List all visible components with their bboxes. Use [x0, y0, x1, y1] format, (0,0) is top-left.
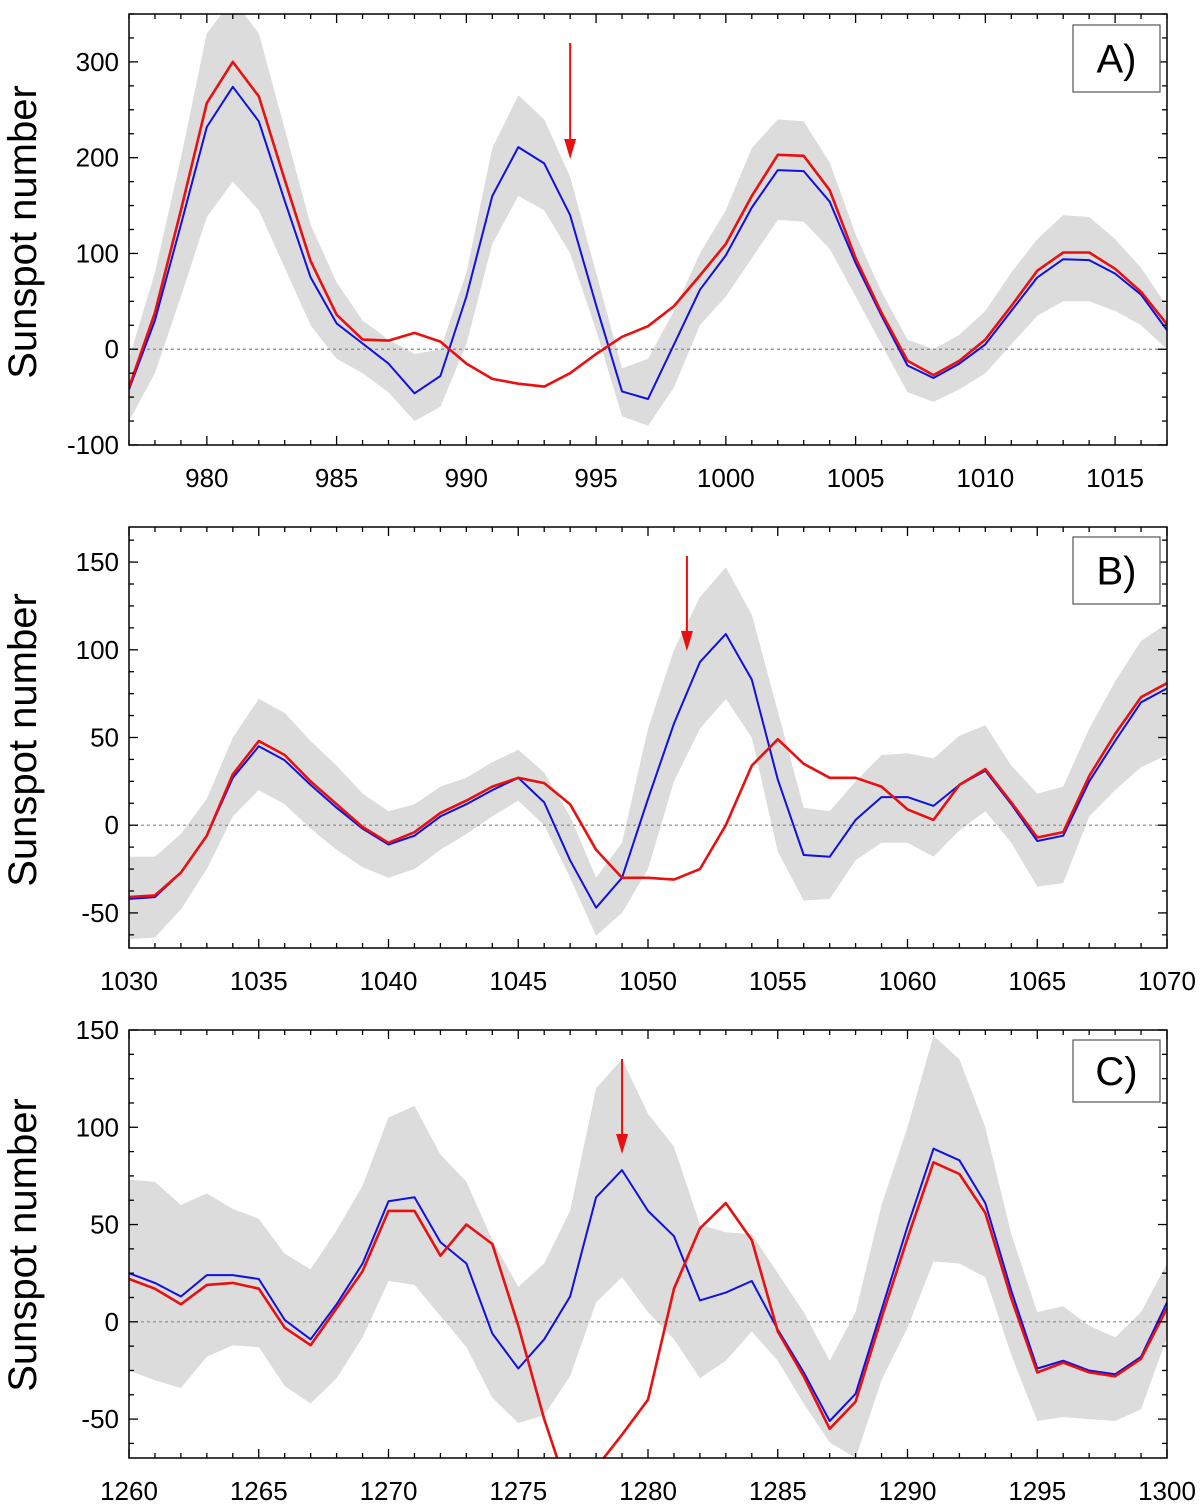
x-tick-label: 1275	[489, 1476, 547, 1506]
y-tick-label: 100	[76, 1112, 119, 1142]
y-tick-label: 150	[76, 547, 119, 577]
x-tick-label: 1035	[230, 966, 288, 996]
arrow-head	[564, 139, 577, 159]
x-tick-label: 1290	[879, 1476, 937, 1506]
y-tick-label: 100	[76, 238, 119, 268]
x-tick-label: 990	[445, 463, 488, 493]
y-axis-title: Sunspot number	[1, 593, 45, 887]
x-tick-label: 1300	[1138, 1476, 1196, 1506]
chart-panel-b: 1030 1035 1040 1045 1050 1055 1060 1065 1070 -50 0…	[1, 526, 1196, 996]
panel-label: A)	[1097, 38, 1137, 82]
arrow-head	[616, 1134, 629, 1154]
plot-area	[129, 14, 1167, 426]
chart-panel-c: 1260 1265 1270 1275 1280 1285 1290 1295 1300 -50 0…	[1, 1015, 1196, 1506]
y-tick-label: 150	[76, 1015, 119, 1045]
y-tick-label: 200	[76, 143, 119, 173]
x-tick-label: 1000	[697, 463, 755, 493]
x-tick-label: 995	[574, 463, 617, 493]
y-axis-title: Sunspot number	[1, 1098, 45, 1392]
x-tick-label: 1265	[230, 1476, 288, 1506]
x-tick-label: 1280	[619, 1476, 677, 1506]
x-tick-label: 1005	[827, 463, 885, 493]
x-tick-label: 1055	[749, 966, 807, 996]
panel-label-box	[1072, 24, 1161, 93]
y-tick-label: 50	[90, 723, 119, 753]
x-tick-label: 1295	[1008, 1476, 1066, 1506]
y-tick-label: 0	[105, 810, 119, 840]
blue-series-line	[129, 85, 1167, 400]
x-tick-label: 1040	[360, 966, 418, 996]
y-tick-label: 0	[105, 1307, 119, 1337]
uncertainty-band	[129, 567, 1167, 940]
x-tick-label: 985	[315, 463, 358, 493]
x-tick-label: 1060	[879, 966, 937, 996]
red-series-line	[129, 60, 1167, 388]
red-series-line	[129, 681, 1167, 899]
x-tick-label: 1070	[1138, 966, 1196, 996]
x-tick-label: 1045	[489, 966, 547, 996]
x-tick-label: 1270	[360, 1476, 418, 1506]
y-tick-label: 0	[105, 334, 119, 364]
uncertainty-band	[129, 1035, 1167, 1458]
blue-series-line	[129, 1147, 1167, 1422]
panel-label: B)	[1097, 550, 1137, 594]
x-tick-label: 1065	[1008, 966, 1066, 996]
y-tick-label: -100	[67, 430, 119, 460]
y-tick-label: -50	[81, 1404, 119, 1434]
x-tick-label: 1050	[619, 966, 677, 996]
y-axis-title: Sunspot number	[1, 85, 45, 379]
panel-label-box	[1072, 1039, 1161, 1103]
arrow-head	[680, 631, 693, 651]
y-tick-label: 50	[90, 1210, 119, 1240]
plot-area	[129, 1035, 1167, 1458]
x-tick-label: 980	[185, 463, 228, 493]
y-tick-label: 100	[76, 635, 119, 665]
panel-label-box	[1072, 536, 1161, 605]
chart-panel-a: 980 985 990 995 1000 1005 1010 1015 -100 0 100 200 3…	[1, 13, 1168, 493]
red-series-line	[129, 1161, 1167, 1458]
y-tick-label: 300	[76, 47, 119, 77]
x-tick-label: 1030	[100, 966, 158, 996]
y-tick-label: -50	[81, 898, 119, 928]
x-tick-label: 1010	[956, 463, 1014, 493]
x-tick-label: 1015	[1086, 463, 1144, 493]
plot-area	[129, 567, 1167, 940]
panel-label: C)	[1095, 1050, 1137, 1094]
x-tick-label: 1260	[100, 1476, 158, 1506]
x-tick-label: 1285	[749, 1476, 807, 1506]
uncertainty-band	[129, 14, 1167, 426]
